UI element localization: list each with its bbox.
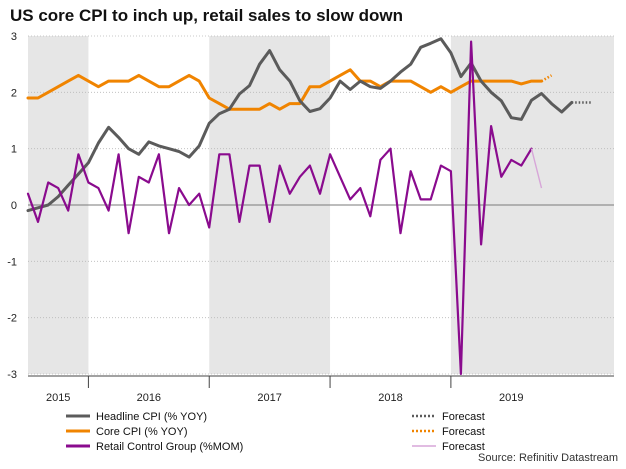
legend-label-2: Retail Control Group (%MOM): [96, 441, 243, 453]
series-lines: [26, 37, 592, 376]
x-tick-label: 2017: [257, 392, 281, 404]
core-series-line: [26, 68, 543, 111]
y-tick-label: 2: [11, 87, 17, 99]
y-tick-label: -3: [7, 369, 17, 381]
legend-label-4: Forecast: [442, 426, 485, 438]
retail-series-line: [26, 40, 533, 376]
source-note: Source: Refinitiv Datastream: [478, 452, 618, 464]
x-tick-label: 2018: [378, 392, 402, 404]
y-tick-label: 0: [11, 200, 17, 212]
legend-label-1: Core CPI (% YOY): [96, 426, 188, 438]
legend-label-5: Forecast: [442, 441, 485, 453]
retail-forecast-line: [530, 148, 543, 189]
x-tick-label: 2015: [46, 392, 70, 404]
chart-title: US core CPI to inch up, retail sales to …: [10, 6, 403, 25]
y-tick-labels: 3 2 1 0 -1 -2 -3: [7, 31, 17, 381]
headline-series-line: [26, 37, 574, 213]
x-tick-label: 2016: [137, 392, 161, 404]
y-tick-label: 1: [11, 144, 17, 156]
legend: Headline CPI (% YOY) Core CPI (% YOY) Reta…: [66, 411, 485, 453]
y-tick-label: -1: [7, 256, 17, 268]
legend-label-3: Forecast: [442, 411, 485, 423]
x-tick-label: 2019: [499, 392, 523, 404]
y-tick-label: 3: [11, 31, 17, 43]
legend-label-0: Headline CPI (% YOY): [96, 411, 207, 423]
x-axis: 2015 2016 2017 2018 2019: [28, 375, 614, 404]
y-tick-label: -2: [7, 313, 17, 325]
